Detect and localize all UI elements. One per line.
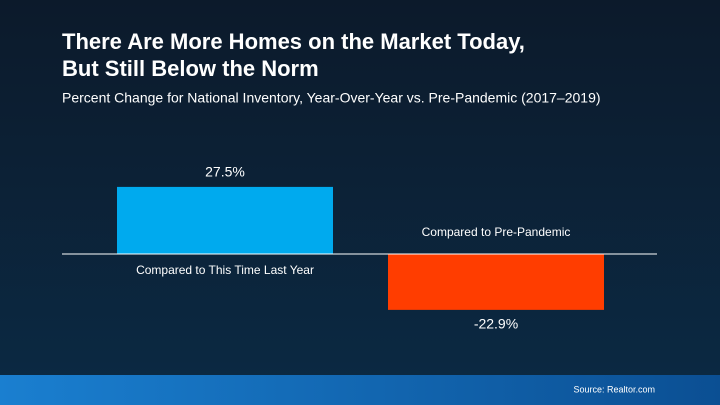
chart-subtitle: Percent Change for National Inventory, Y… — [62, 90, 601, 106]
value-label: -22.9% — [474, 316, 518, 332]
chart-title: But Still Below the Norm — [62, 56, 319, 81]
footer-band — [0, 375, 720, 405]
chart-title: There Are More Homes on the Market Today… — [62, 29, 525, 54]
bar — [388, 254, 604, 310]
category-label: Compared to This Time Last Year — [136, 263, 314, 277]
category-label: Compared to Pre-Pandemic — [422, 225, 571, 239]
source: Source: Realtor.com — [573, 384, 655, 394]
value-label: 27.5% — [205, 164, 245, 180]
bar — [117, 186, 333, 254]
